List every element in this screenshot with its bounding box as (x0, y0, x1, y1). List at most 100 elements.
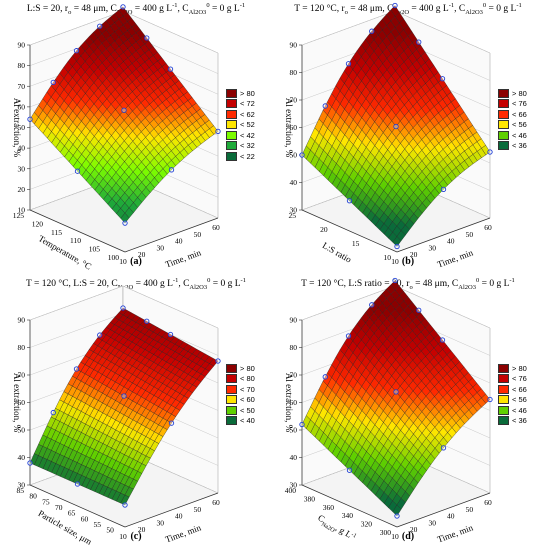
legend-label: < 40 (240, 416, 255, 426)
surface-cell (120, 212, 130, 224)
legend-item: < 32 (226, 141, 270, 152)
z-tick-label: 40 (18, 144, 26, 153)
surface (301, 5, 491, 247)
z-axis-label: Al extraction, % (12, 98, 22, 158)
data-point (322, 103, 328, 109)
z-tick-label: 40 (290, 453, 298, 462)
legend-label: < 76 (512, 99, 527, 109)
legend-label: < 46 (512, 405, 527, 415)
panel-b: T = 120 °C, ro = 48 μm, CNa2O = 400 g L-… (272, 0, 544, 275)
x-tick-label: 10 (391, 532, 399, 541)
surface-cell (392, 504, 402, 517)
legend-item: > 80 (498, 363, 542, 374)
legend-label: < 32 (240, 141, 255, 151)
title-fragment: o (68, 9, 72, 17)
legend-swatch (498, 416, 509, 426)
data-point (27, 116, 33, 122)
data-point (439, 337, 446, 343)
z-tick-label: 40 (290, 178, 298, 187)
x-axis-line (124, 217, 219, 253)
x-tick-label: 40 (447, 512, 455, 521)
z-tick-label: 80 (290, 343, 298, 352)
title-fragment: = 48 μm, C (347, 4, 394, 15)
z-tick-label: 70 (290, 96, 298, 105)
data-point (346, 198, 353, 204)
z-tick-label: 50 (290, 426, 298, 435)
z-tick-label: 50 (18, 123, 26, 132)
x-tick-label: 50 (194, 505, 202, 514)
data-point (73, 48, 80, 54)
z-tick-label: 60 (18, 398, 26, 407)
legend: > 80 < 76 < 66 < 56 < 46 < 36 (498, 88, 542, 151)
x-tick-label: 30 (156, 243, 164, 252)
y-tick-label: 360 (323, 503, 335, 512)
legend-label: > 80 (512, 88, 527, 98)
z-tick-label: 30 (18, 481, 26, 490)
x-tick-label: 30 (428, 518, 436, 527)
surface (29, 307, 219, 506)
legend-item: < 66 (498, 109, 542, 120)
z-tick-label: 30 (18, 164, 26, 173)
data-point (97, 332, 103, 338)
legend-swatch (226, 88, 237, 98)
data-point (345, 61, 352, 67)
y-tick-label: 85 (17, 486, 25, 495)
x-axis-line (396, 492, 491, 528)
legend-label: < 56 (512, 120, 527, 130)
legend-swatch (498, 130, 509, 140)
data-point (144, 318, 150, 324)
title-fragment: = 0 g L (210, 279, 241, 290)
z-axis-label: Al extraction, % (284, 373, 294, 433)
z-tick-label: 10 (18, 206, 26, 215)
legend-swatch (498, 395, 509, 405)
data-point (393, 389, 399, 395)
legend: > 80 < 80 < 70 < 60 < 50 < 40 (226, 363, 270, 426)
x-tick-label: 10 (391, 257, 399, 266)
title-fragment: , C (178, 279, 190, 290)
legend-label: < 36 (512, 416, 527, 426)
title-fragment: Al2O3 (458, 284, 476, 292)
legend-swatch (226, 374, 237, 384)
x-tick-label: 40 (175, 512, 183, 521)
legend-label: > 80 (240, 88, 255, 98)
legend-swatch (498, 405, 509, 415)
y-axis-label-part: Na2O (320, 522, 336, 535)
y-tick-label: 25 (289, 211, 297, 220)
x-tick-label: 20 (138, 250, 146, 259)
surface-cell (120, 494, 130, 506)
legend-item: < 76 (498, 374, 542, 385)
legend-swatch (498, 363, 509, 373)
title-fragment: , C (177, 4, 189, 15)
y-tick-label: 15 (352, 239, 360, 248)
legend-swatch (226, 99, 237, 109)
y-tick-label: 125 (13, 211, 25, 220)
title-fragment: -1 (172, 2, 178, 9)
legend-label: < 36 (512, 141, 527, 151)
x-axis-line (124, 492, 219, 528)
panel-label: (c) (130, 531, 142, 542)
legend-label: > 80 (512, 363, 527, 373)
x-tick-label: 50 (466, 230, 474, 239)
y-tick-label: 60 (81, 514, 89, 523)
data-point (416, 307, 422, 313)
title-fragment: 0 (475, 277, 480, 284)
data-point (122, 502, 128, 508)
design-points (27, 4, 221, 226)
title-fragment: Al2O3 (465, 9, 483, 17)
title-fragment: T = 120 °C, r (294, 4, 345, 15)
data-point (392, 277, 398, 284)
data-point (299, 421, 305, 428)
title-fragment: = 48 μm, C (412, 279, 459, 290)
title-fragment: Al2O3 (188, 9, 207, 17)
title-fragment: 0 (207, 277, 211, 284)
title-fragment: o (409, 284, 413, 292)
title-fragment: = 400 g L (409, 4, 449, 15)
y-tick-label: 105 (89, 245, 101, 254)
panel-c: T = 120 °C, L:S = 20, CNa2O = 400 g L-1,… (0, 275, 272, 550)
data-point (369, 28, 375, 34)
legend-item: < 22 (226, 151, 270, 162)
title-fragment: -1 (240, 277, 246, 284)
z-tick-label: 50 (290, 151, 298, 160)
panel-title: T = 120 °C, L:S ratio = 20, ro = 48 μm, … (272, 277, 544, 291)
y-tick-label: 80 (29, 492, 37, 501)
